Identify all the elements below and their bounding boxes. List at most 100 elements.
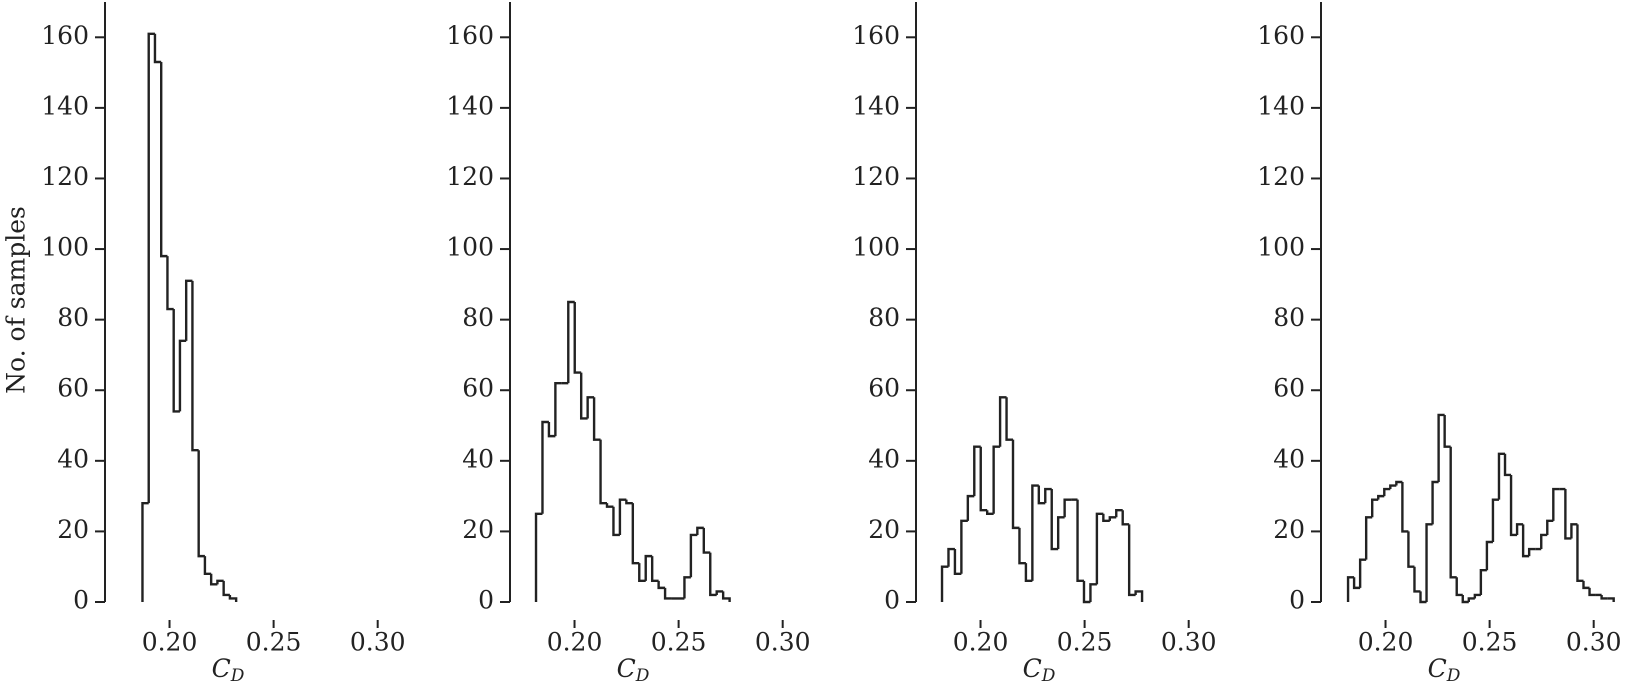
- y-tick-label: 40: [462, 444, 494, 473]
- hist-step: [657, 580, 666, 590]
- x-tick-label: 0.25: [1057, 628, 1113, 657]
- hist-step: [1576, 524, 1584, 583]
- hist-step: [178, 339, 187, 412]
- y-tick-label: 0: [73, 586, 89, 615]
- hist-step: [638, 563, 646, 583]
- x-tick-label: 0.25: [651, 628, 707, 657]
- hist-step: [1050, 489, 1059, 551]
- x-tick-label: 0.30: [1161, 628, 1217, 657]
- hist-step: [612, 506, 620, 537]
- hist-step: [1607, 597, 1615, 602]
- hist-step: [586, 396, 595, 419]
- x-label-symbol: C: [617, 654, 636, 683]
- hist-step: [1540, 533, 1548, 550]
- hist-step: [1497, 452, 1506, 500]
- hist-step: [1588, 587, 1596, 597]
- y-tick-label: 20: [462, 515, 494, 544]
- hist-step: [1018, 527, 1026, 565]
- hist-step: [1582, 580, 1590, 590]
- y-tick-label: 160: [41, 21, 89, 50]
- hist-step: [979, 446, 988, 512]
- x-tick-label: 0.30: [350, 628, 406, 657]
- hist-step: [191, 280, 199, 452]
- hist-step: [1479, 569, 1487, 595]
- hist-step: [1570, 523, 1578, 539]
- hist-step: [1127, 524, 1136, 597]
- hist-step: [1095, 512, 1104, 585]
- y-tick-label: 100: [446, 233, 494, 262]
- hist-step: [960, 519, 968, 574]
- hist-step: [1407, 531, 1415, 568]
- hist-step: [172, 309, 180, 413]
- hist-step: [1031, 484, 1039, 581]
- x-tick-label: 0.30: [755, 628, 811, 657]
- hist-step: [1056, 516, 1065, 550]
- hist-step: [1063, 498, 1072, 518]
- hist-step: [605, 503, 614, 508]
- hist-step: [1449, 446, 1457, 579]
- hist-step: [1443, 414, 1451, 448]
- hist-step: [197, 450, 205, 558]
- hist-step: [1346, 576, 1355, 602]
- hist-step: [1419, 591, 1427, 604]
- y-tick-label: 80: [1273, 303, 1305, 332]
- x-label-subscript: D: [1446, 666, 1461, 686]
- hist-step: [599, 439, 608, 505]
- hist-step: [1431, 480, 1439, 525]
- x-label-symbol: C: [1023, 654, 1042, 683]
- y-tick-label: 20: [1273, 515, 1305, 544]
- y-tick-label: 0: [884, 586, 900, 615]
- hist-step: [973, 445, 981, 497]
- hist-step: [1108, 516, 1117, 521]
- y-tick-label: 140: [446, 91, 494, 120]
- hist-step: [631, 503, 640, 565]
- hist-step: [1044, 487, 1052, 504]
- x-tick-label: 0.20: [547, 628, 603, 657]
- hist-step: [203, 556, 212, 575]
- hist-step: [1024, 563, 1033, 583]
- y-tick-label: 120: [852, 162, 900, 191]
- hist-step: [998, 396, 1007, 447]
- hist-step: [940, 565, 949, 602]
- hist-step: [689, 533, 698, 578]
- x-tick-label: 0.25: [246, 628, 302, 657]
- hist-step: [1461, 594, 1469, 604]
- hist-step: [228, 594, 238, 602]
- hist-step: [1401, 482, 1409, 533]
- y-tick-label: 120: [1257, 162, 1305, 191]
- hist-step: [1371, 498, 1379, 518]
- y-tick-label: 140: [41, 91, 89, 120]
- x-axis-label: CD: [1428, 654, 1461, 686]
- x-tick-label: 0.20: [1358, 628, 1414, 657]
- hist-step: [992, 445, 1001, 514]
- hist-step: [534, 512, 543, 602]
- hist-step: [1473, 593, 1481, 599]
- hist-step: [650, 556, 659, 583]
- hist-step: [166, 256, 174, 311]
- hist-step: [1455, 577, 1463, 597]
- hist-step: [141, 501, 149, 602]
- x-axis-label: CD: [1023, 654, 1056, 686]
- y-tick-label: 60: [1273, 374, 1305, 403]
- y-tick-label: 160: [446, 21, 494, 50]
- hist-step: [547, 422, 556, 438]
- x-label-symbol: C: [212, 654, 231, 683]
- hist-step: [592, 397, 601, 441]
- hist-step: [184, 279, 193, 341]
- hist-step: [1485, 540, 1493, 571]
- y-axis-label: No. of samples: [2, 206, 31, 394]
- x-label-subscript: D: [635, 666, 650, 686]
- hist-step: [153, 33, 162, 64]
- y-tick-label: 40: [57, 444, 89, 473]
- y-tick-label: 20: [868, 515, 900, 544]
- hist-step: [1527, 547, 1536, 557]
- hist-step: [554, 381, 562, 437]
- hist-step: [1546, 519, 1554, 535]
- hist-step: [1395, 480, 1403, 486]
- hist-step: [216, 579, 224, 585]
- hist-step: [1115, 509, 1123, 518]
- x-label-subscript: D: [230, 666, 245, 686]
- hist-step: [1102, 513, 1110, 523]
- hist-step: [1358, 558, 1367, 588]
- x-label-subscript: D: [1041, 666, 1056, 686]
